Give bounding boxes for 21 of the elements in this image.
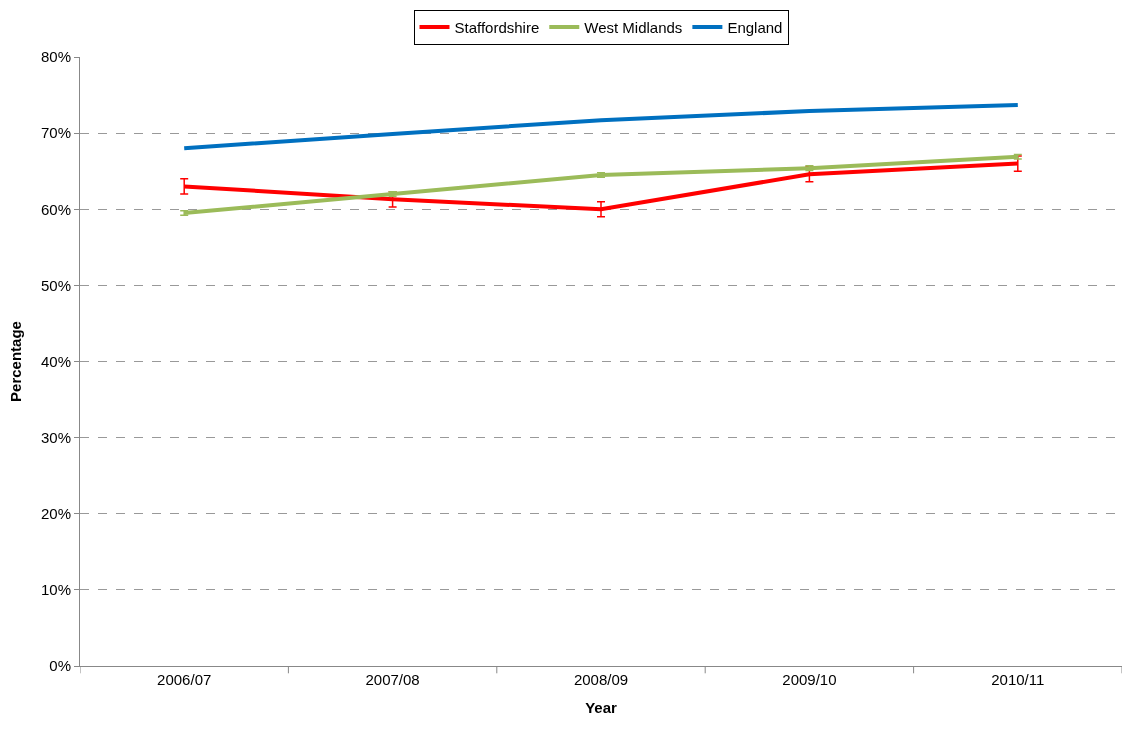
y-tick-label: 80% bbox=[40, 48, 71, 66]
y-tick-label: 70% bbox=[40, 124, 71, 142]
legend-label: West Midlands bbox=[584, 18, 683, 36]
y-tick-label: 0% bbox=[49, 657, 71, 675]
x-tick-label: 2009/10 bbox=[782, 671, 837, 688]
x-axis-title: Year bbox=[585, 699, 618, 716]
x-tick-label: 2010/11 bbox=[991, 671, 1045, 688]
line-series bbox=[182, 154, 1020, 216]
line-series bbox=[182, 102, 1020, 151]
x-tick-label: 2008/09 bbox=[573, 671, 629, 688]
y-tick-label: 30% bbox=[40, 428, 71, 446]
y-tick-label: 50% bbox=[40, 276, 71, 294]
x-tick-label: 2006/07 bbox=[157, 671, 212, 688]
legend-label: Staffordshire bbox=[454, 18, 540, 36]
y-axis-title: Percentage bbox=[7, 321, 25, 402]
x-tick-label: 2007/08 bbox=[365, 671, 420, 688]
y-tick-label: 60% bbox=[40, 200, 71, 218]
legend-label: England bbox=[727, 18, 783, 36]
y-tick-label: 40% bbox=[40, 352, 71, 370]
y-tick-label: 20% bbox=[40, 505, 71, 522]
y-tick-label: 10% bbox=[40, 581, 71, 599]
